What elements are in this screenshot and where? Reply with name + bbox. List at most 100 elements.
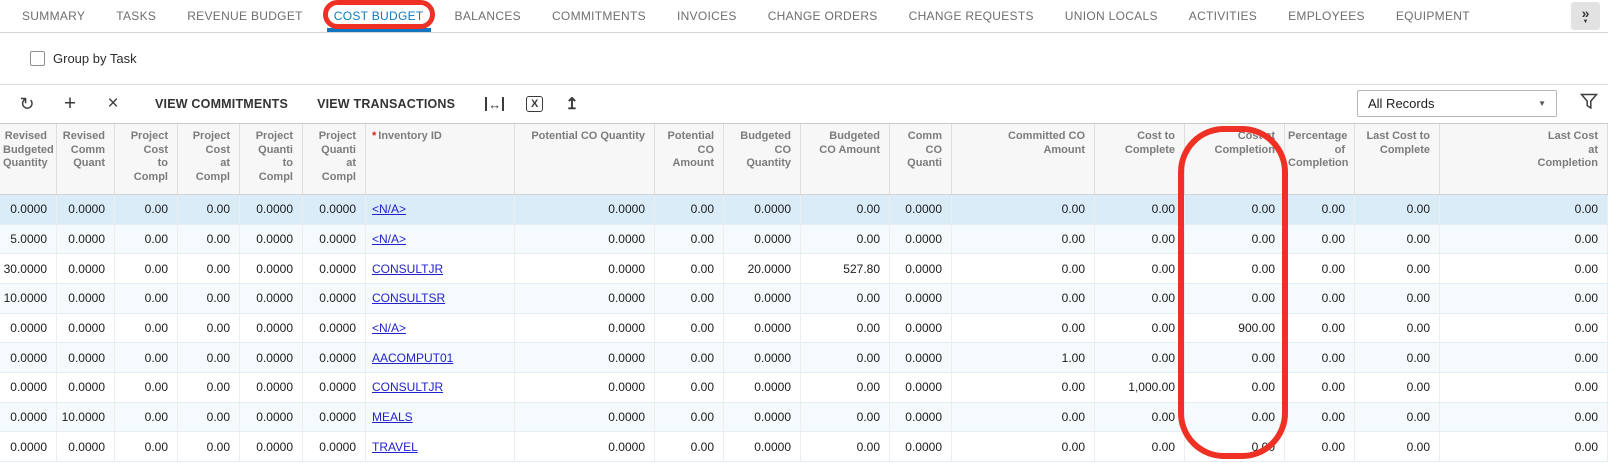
cell-committed-co-amount[interactable]: 0.00 [952,195,1095,224]
cell-potential-co-quantity[interactable]: 0.0000 [515,432,655,461]
cell-project-cost-at-complete[interactable]: 0.00 [178,195,240,224]
cell-last-cost-to-complete[interactable]: 0.00 [1355,432,1440,461]
column-header-comm-co-quantity[interactable]: Comm CO Quanti [890,124,952,194]
column-header-project-quantity-at-complete[interactable]: Project Quanti at Compl [303,124,366,194]
cell-project-quantity-at-complete[interactable]: 0.0000 [303,313,366,343]
cell-revised-budgeted-quantity[interactable]: 0.0000 [0,313,57,343]
column-header-potential-co-amount[interactable]: Potential CO Amount [655,124,724,194]
group-by-task-checkbox[interactable] [30,51,45,66]
cell-potential-co-amount[interactable]: 0.00 [655,254,724,283]
cell-revised-budgeted-quantity[interactable]: 10.0000 [0,283,57,313]
cell-cost-to-complete[interactable]: 0.00 [1095,254,1185,283]
cell-committed-co-amount[interactable]: 0.00 [952,313,1095,343]
cell-budgeted-co-amount[interactable]: 0.00 [801,402,890,432]
cell-project-cost-to-complete[interactable]: 0.00 [115,402,178,432]
cell-revised-comm-quant[interactable]: 0.0000 [57,195,115,224]
table-row[interactable]: 0.0000 0.0000 0.00 0.00 0.0000 0.0000 <N/A> 0.0… [0,195,1608,225]
cell-project-quantity-at-complete[interactable]: 0.0000 [303,254,366,283]
view-transactions-button[interactable]: VIEW TRANSACTIONS [317,97,456,111]
cell-potential-co-quantity[interactable]: 0.0000 [515,254,655,283]
column-header-revised-comm-quant[interactable]: Revised Comm Quant [57,124,115,194]
cell-inventory-id[interactable]: <N/A> [366,195,515,224]
tab-cost-budget[interactable]: COST BUDGET [322,0,435,32]
cell-project-cost-at-complete[interactable]: 0.00 [178,372,240,402]
cell-potential-co-amount[interactable]: 0.00 [655,283,724,313]
cell-project-quantity-to-complete[interactable]: 0.0000 [240,224,303,254]
cell-potential-co-amount[interactable]: 0.00 [655,432,724,461]
tab-summary[interactable]: SUMMARY [22,0,85,32]
cell-budgeted-co-amount[interactable]: 0.00 [801,195,890,224]
cell-committed-co-amount[interactable]: 1.00 [952,343,1095,372]
cell-project-cost-at-complete[interactable]: 0.00 [178,432,240,461]
table-row[interactable]: 0.0000 10.0000 0.00 0.00 0.0000 0.0000 MEALS 0.… [0,402,1608,433]
cell-project-cost-at-complete[interactable]: 0.00 [178,402,240,432]
cell-revised-comm-quant[interactable]: 0.0000 [57,283,115,313]
table-row[interactable]: 5.0000 0.0000 0.00 0.00 0.0000 0.0000 <N/A> 0.0… [0,224,1608,255]
cell-project-cost-at-complete[interactable]: 0.00 [178,224,240,254]
cell-cost-at-completion[interactable]: 900.00 [1185,313,1285,343]
cell-last-cost-at-completion[interactable]: 0.00 [1440,432,1608,461]
tab-change-requests[interactable]: CHANGE REQUESTS [909,0,1034,32]
cell-last-cost-to-complete[interactable]: 0.00 [1355,372,1440,402]
cell-cost-at-completion[interactable]: 0.00 [1185,224,1285,254]
cell-percentage-of-completion[interactable]: 0.00 [1285,372,1355,402]
records-filter-dropdown[interactable]: All Records ▼ [1357,90,1557,117]
cell-project-quantity-to-complete[interactable]: 0.0000 [240,195,303,224]
cell-project-quantity-to-complete[interactable]: 0.0000 [240,402,303,432]
cell-last-cost-to-complete[interactable]: 0.00 [1355,402,1440,432]
cell-potential-co-quantity[interactable]: 0.0000 [515,343,655,372]
refresh-icon[interactable]: ↻ [19,93,35,114]
column-header-revised-budgeted-quantity[interactable]: Revised Budgeted Quantity [0,124,57,194]
cell-potential-co-quantity[interactable]: 0.0000 [515,195,655,224]
cell-cost-to-complete[interactable]: 0.00 [1095,195,1185,224]
cell-revised-comm-quant[interactable]: 0.0000 [57,432,115,461]
cell-last-cost-at-completion[interactable]: 0.00 [1440,283,1608,313]
cell-cost-to-complete[interactable]: 1,000.00 [1095,372,1185,402]
cell-comm-co-quantity[interactable]: 0.0000 [890,195,952,224]
cell-inventory-id[interactable]: MEALS [366,402,515,432]
column-header-project-quantity-to-complete[interactable]: Project Quanti to Compl [240,124,303,194]
cell-budgeted-co-amount[interactable]: 0.00 [801,283,890,313]
inventory-link[interactable]: MEALS [372,409,413,424]
cell-last-cost-at-completion[interactable]: 0.00 [1440,372,1608,402]
cell-last-cost-to-complete[interactable]: 0.00 [1355,343,1440,372]
cell-revised-budgeted-quantity[interactable]: 0.0000 [0,372,57,402]
column-header-cost-to-complete[interactable]: Cost to Complete [1095,124,1185,194]
cell-last-cost-to-complete[interactable]: 0.00 [1355,283,1440,313]
column-header-inventory-id[interactable]: * Inventory ID [366,124,515,194]
cell-comm-co-quantity[interactable]: 0.0000 [890,224,952,254]
cell-project-cost-to-complete[interactable]: 0.00 [115,283,178,313]
cell-project-cost-to-complete[interactable]: 0.00 [115,432,178,461]
cell-budgeted-co-quantity[interactable]: 0.0000 [724,372,801,402]
filter-funnel-icon[interactable] [1579,93,1599,115]
cell-percentage-of-completion[interactable]: 0.00 [1285,254,1355,283]
cell-revised-comm-quant[interactable]: 10.0000 [57,402,115,432]
cell-comm-co-quantity[interactable]: 0.0000 [890,372,952,402]
tab-tasks[interactable]: TASKS [116,0,156,32]
cell-potential-co-amount[interactable]: 0.00 [655,372,724,402]
cell-project-cost-at-complete[interactable]: 0.00 [178,343,240,372]
cell-revised-budgeted-quantity[interactable]: 5.0000 [0,224,57,254]
column-header-budgeted-co-quantity[interactable]: Budgeted CO Quantity [724,124,801,194]
inventory-link[interactable]: <N/A> [372,231,407,246]
tab-activities[interactable]: ACTIVITIES [1189,0,1257,32]
inventory-link[interactable]: CONSULTSR [372,291,446,306]
cell-project-quantity-at-complete[interactable]: 0.0000 [303,283,366,313]
cell-project-quantity-to-complete[interactable]: 0.0000 [240,372,303,402]
cell-project-quantity-at-complete[interactable]: 0.0000 [303,224,366,254]
cell-potential-co-quantity[interactable]: 0.0000 [515,283,655,313]
cell-revised-budgeted-quantity[interactable]: 0.0000 [0,432,57,461]
cell-inventory-id[interactable]: CONSULTJR [366,254,515,283]
cell-last-cost-at-completion[interactable]: 0.00 [1440,402,1608,432]
cell-potential-co-amount[interactable]: 0.00 [655,313,724,343]
inventory-link[interactable]: TRAVEL [372,439,418,454]
column-header-project-cost-at-complete[interactable]: Project Cost at Compl [178,124,240,194]
column-header-potential-co-quantity[interactable]: Potential CO Quantity [515,124,655,194]
column-header-last-cost-at-completion[interactable]: Last Cost at Completion [1440,124,1608,194]
cell-project-cost-to-complete[interactable]: 0.00 [115,372,178,402]
cell-committed-co-amount[interactable]: 0.00 [952,224,1095,254]
cell-budgeted-co-quantity[interactable]: 0.0000 [724,224,801,254]
cell-last-cost-at-completion[interactable]: 0.00 [1440,254,1608,283]
inventory-link[interactable]: AACOMPUT01 [372,350,454,365]
table-row[interactable]: 30.0000 0.0000 0.00 0.00 0.0000 0.0000 CONSULT… [0,254,1608,284]
